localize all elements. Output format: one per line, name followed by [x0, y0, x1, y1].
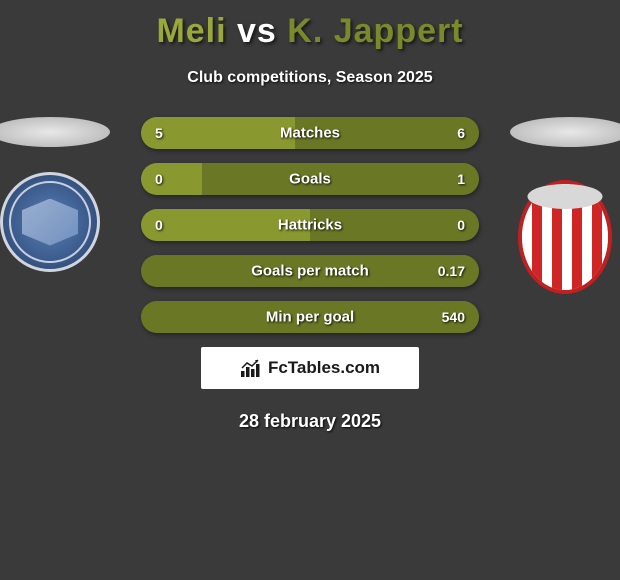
- brand-chart-icon: [240, 359, 262, 377]
- player2-badge-area: [510, 117, 620, 302]
- comparison-title: Meli vs K. Jappert: [0, 0, 620, 51]
- stat-row: 0 Goals 1: [141, 163, 479, 195]
- stat-row: Min per goal 540: [141, 301, 479, 333]
- player2-silhouette: [510, 117, 620, 147]
- stat-value-right: 6: [457, 125, 465, 141]
- stat-row: Goals per match 0.17: [141, 255, 479, 287]
- team1-logo-icon: [0, 172, 100, 272]
- stat-bar-left: [141, 163, 202, 195]
- stat-label: Matches: [280, 125, 340, 142]
- stat-label: Min per goal: [266, 309, 354, 326]
- stat-value-right: 0: [457, 217, 465, 233]
- brand-label: FcTables.com: [268, 358, 380, 378]
- stat-row: 0 Hattricks 0: [141, 209, 479, 241]
- stat-value-right: 540: [442, 309, 465, 325]
- player1-silhouette: [0, 117, 110, 147]
- stat-label: Goals: [289, 171, 331, 188]
- stat-value-right: 1: [457, 171, 465, 187]
- vs-text: vs: [237, 12, 277, 50]
- content-area: 5 Matches 6 0 Goals 1 0 Hattricks 0 Goals per mat…: [0, 117, 620, 432]
- season-subtitle: Club competitions, Season 2025: [0, 69, 620, 87]
- stats-container: 5 Matches 6 0 Goals 1 0 Hattricks 0 Goals per mat…: [141, 117, 479, 333]
- stat-label: Goals per match: [251, 263, 369, 280]
- stat-row: 5 Matches 6: [141, 117, 479, 149]
- player1-name: Meli: [156, 12, 226, 50]
- date-label: 28 february 2025: [0, 411, 620, 432]
- stat-bar-left: [141, 117, 295, 149]
- stat-value-right: 0.17: [438, 263, 465, 279]
- player2-name: K. Jappert: [287, 12, 463, 50]
- team2-logo-icon: [510, 172, 620, 302]
- stat-value-left: 0: [155, 217, 163, 233]
- brand-badge: FcTables.com: [201, 347, 419, 389]
- stat-value-left: 5: [155, 125, 163, 141]
- stat-label: Hattricks: [278, 217, 342, 234]
- player1-badge-area: [0, 117, 110, 272]
- stat-value-left: 0: [155, 171, 163, 187]
